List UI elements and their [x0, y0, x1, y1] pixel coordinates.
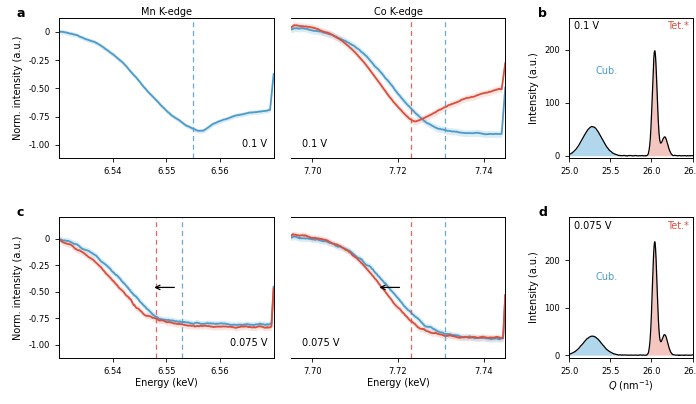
Text: 0.075 V: 0.075 V [574, 221, 612, 231]
Y-axis label: Norm. intensity (a.u.): Norm. intensity (a.u.) [13, 235, 23, 340]
Text: b: b [539, 7, 547, 20]
Text: c: c [16, 206, 24, 219]
X-axis label: Energy (keV): Energy (keV) [367, 378, 429, 388]
Y-axis label: Intensity (a.u.): Intensity (a.u.) [529, 53, 539, 124]
Text: a: a [16, 7, 25, 20]
Text: Cub.: Cub. [595, 66, 617, 76]
Title: Co K-edge: Co K-edge [374, 7, 422, 17]
Text: 0.1 V: 0.1 V [574, 21, 599, 32]
Text: d: d [539, 206, 547, 219]
Text: 0.1 V: 0.1 V [301, 139, 326, 149]
Text: Cub.: Cub. [595, 272, 617, 282]
Title: Mn K-edge: Mn K-edge [141, 7, 192, 17]
X-axis label: Energy (keV): Energy (keV) [135, 378, 198, 388]
Text: 0.1 V: 0.1 V [242, 139, 267, 149]
Y-axis label: Norm. intensity (a.u.): Norm. intensity (a.u.) [13, 36, 23, 141]
Text: Tet.*: Tet.* [667, 21, 689, 32]
Text: 0.075 V: 0.075 V [301, 338, 339, 348]
Text: Tet.*: Tet.* [667, 221, 689, 231]
X-axis label: $Q$ (nm$^{-1}$): $Q$ (nm$^{-1}$) [608, 378, 654, 393]
Y-axis label: Intensity (a.u.): Intensity (a.u.) [529, 252, 539, 323]
Text: 0.075 V: 0.075 V [230, 338, 267, 348]
